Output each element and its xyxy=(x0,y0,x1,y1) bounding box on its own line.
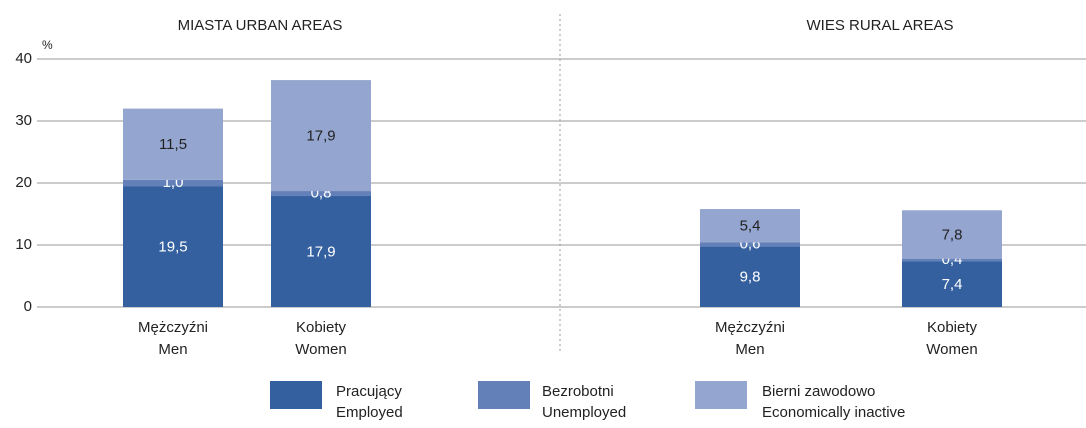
data-label: 7,4 xyxy=(942,276,963,293)
data-label: 19,5 xyxy=(158,239,187,256)
bar-segment xyxy=(123,179,223,187)
bar-segment xyxy=(902,258,1002,262)
x-tick-label: Women xyxy=(926,341,977,358)
data-label: 5,4 xyxy=(740,218,761,235)
legend-label: Bierni zawodowo xyxy=(762,383,875,400)
data-label: 17,9 xyxy=(306,243,335,260)
y-tick-label: 0 xyxy=(24,298,32,315)
data-label: 11,5 xyxy=(159,136,187,153)
bar-segment xyxy=(271,196,371,307)
legend-swatch xyxy=(478,381,530,409)
x-tick-label: Kobiety xyxy=(296,319,347,336)
x-tick-label: Mężczyźni xyxy=(715,319,785,336)
bar-segment xyxy=(700,209,800,243)
bar-segment xyxy=(271,80,371,192)
y-unit: % xyxy=(42,38,53,52)
y-tick-label: 40 xyxy=(15,50,32,67)
bar-segment xyxy=(123,186,223,307)
bar-segment xyxy=(123,108,223,180)
data-label: 7,8 xyxy=(942,226,963,243)
bar-segment xyxy=(700,246,800,307)
legend-label: Bezrobotni xyxy=(542,383,614,400)
x-tick-label: Kobiety xyxy=(927,319,978,336)
panel-title: MIASTA URBAN AREAS xyxy=(178,17,343,34)
legend-swatch xyxy=(695,381,747,409)
y-tick-label: 20 xyxy=(15,174,32,191)
legend-label: Economically inactive xyxy=(762,404,905,421)
y-tick-label: 30 xyxy=(15,112,32,129)
bar-segment xyxy=(902,261,1002,307)
x-tick-label: Men xyxy=(735,341,764,358)
legend-label: Employed xyxy=(336,404,403,421)
panel-title: WIES RURAL AREAS xyxy=(807,17,954,34)
data-label: 17,9 xyxy=(306,128,335,145)
legend-label: Pracujący xyxy=(336,383,402,400)
bar-segment xyxy=(271,191,371,197)
bar-segment xyxy=(700,242,800,247)
x-tick-label: Mężczyźni xyxy=(138,319,208,336)
bar-segment xyxy=(902,210,1002,259)
x-tick-label: Women xyxy=(295,341,346,358)
data-label: 9,8 xyxy=(740,269,761,286)
legend-swatch xyxy=(270,381,322,409)
x-tick-label: Men xyxy=(158,341,187,358)
legend-label: Unemployed xyxy=(542,404,626,421)
y-tick-label: 10 xyxy=(15,236,32,253)
